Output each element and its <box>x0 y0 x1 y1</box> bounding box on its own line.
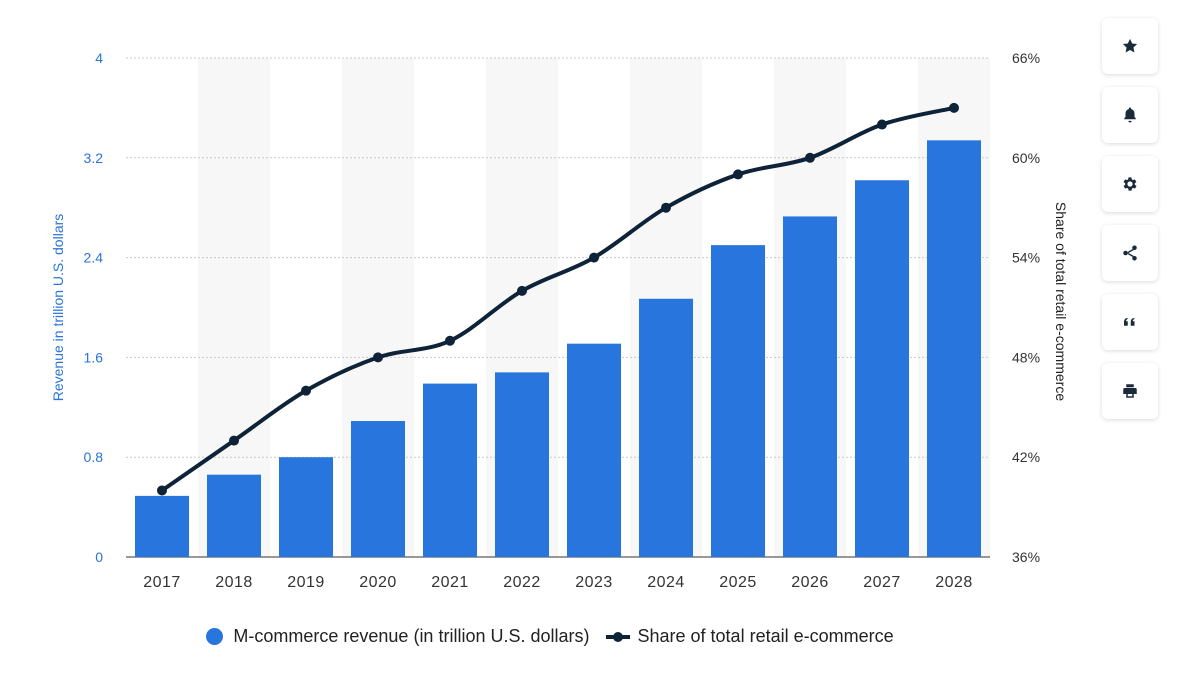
point-share-2020 <box>373 352 383 363</box>
bar-revenue-2023 <box>567 343 621 557</box>
y-tick-label: 0.8 <box>84 449 104 465</box>
chart-container: 0 36% 0.8 42% 1.6 48% 2.4 54% 3.2 60% 4 66% 2017 2018… <box>50 50 1069 591</box>
bar-revenue-2017 <box>135 495 189 557</box>
bar-revenue-2027 <box>855 180 909 557</box>
legend-line-share-icon <box>605 628 630 645</box>
y-tick-label: 0 <box>95 549 103 565</box>
bar-revenue-2024 <box>639 298 693 557</box>
bar-revenue-2028 <box>927 140 981 557</box>
point-share-2026 <box>805 152 815 163</box>
point-share-2017 <box>157 485 167 496</box>
y2-tick-label: 42% <box>1012 449 1040 465</box>
x-tick-label: 2018 <box>215 574 253 591</box>
chart-legend: M-commerce revenue (in trillion U.S. dol… <box>0 626 1100 647</box>
y2-tick-label: 36% <box>1012 549 1040 565</box>
bar-revenue-2021 <box>423 383 477 557</box>
print-button[interactable] <box>1102 363 1158 419</box>
settings-button[interactable] <box>1102 156 1158 212</box>
point-share-2027 <box>877 119 887 130</box>
y2-tick-label: 60% <box>1012 150 1040 166</box>
point-share-2019 <box>301 385 311 396</box>
y-tick-label: 1.6 <box>84 349 104 365</box>
x-tick-label: 2022 <box>503 574 541 591</box>
bell-icon <box>1124 107 1136 123</box>
legend-dot-revenue <box>206 628 224 645</box>
x-tick-label: 2017 <box>143 574 181 591</box>
share-button[interactable] <box>1102 225 1158 281</box>
point-share-2021 <box>445 335 455 346</box>
x-tick-label: 2028 <box>935 574 973 591</box>
quote-icon <box>1124 317 1135 326</box>
notification-button[interactable] <box>1102 87 1158 143</box>
bar-revenue-2019 <box>279 457 333 557</box>
x-tick-label: 2020 <box>359 574 397 591</box>
combo-chart: 0 36% 0.8 42% 1.6 48% 2.4 54% 3.2 60% 4 66% 2017 2018… <box>50 50 1069 591</box>
x-tick-label: 2025 <box>719 574 757 591</box>
y2-tick-label: 66% <box>1012 50 1040 66</box>
x-tick-label: 2027 <box>863 574 901 591</box>
legend-item-share[interactable]: Share of total retail e-commerce <box>605 626 894 647</box>
favorite-button[interactable] <box>1102 18 1158 74</box>
chart-toolbar <box>1102 18 1160 432</box>
y-tick-label: 3.2 <box>84 150 104 166</box>
bar-revenue-2022 <box>495 372 549 557</box>
cite-button[interactable] <box>1102 294 1158 350</box>
y-tick-label: 2.4 <box>84 250 104 266</box>
legend-item-revenue[interactable]: M-commerce revenue (in trillion U.S. dol… <box>206 626 590 647</box>
print-icon <box>1123 384 1137 398</box>
x-tick-label: 2023 <box>575 574 613 591</box>
bar-revenue-2018 <box>207 474 261 557</box>
legend-label-revenue: M-commerce revenue (in trillion U.S. dol… <box>233 626 590 646</box>
x-tick-label: 2024 <box>647 574 685 591</box>
bar-revenue-2026 <box>783 216 837 557</box>
x-tick-label: 2019 <box>287 574 325 591</box>
legend-label-share: Share of total retail e-commerce <box>637 626 894 646</box>
bar-revenue-2020 <box>351 421 405 557</box>
y-axis-title: Revenue in trillion U.S. dollars <box>50 214 66 402</box>
point-share-2028 <box>949 102 959 113</box>
x-tick-label: 2021 <box>431 574 469 591</box>
share-icon <box>1123 245 1137 261</box>
y2-tick-label: 54% <box>1012 250 1040 266</box>
point-share-2023 <box>589 252 599 263</box>
point-share-2022 <box>517 285 527 296</box>
bar-revenue-2025 <box>711 245 765 557</box>
point-share-2025 <box>733 169 743 180</box>
y2-axis-title: Share of total retail e-commerce <box>1053 202 1069 401</box>
y-tick-label: 4 <box>95 50 103 66</box>
x-tick-label: 2026 <box>791 574 829 591</box>
gear-icon <box>1123 177 1137 191</box>
star-icon <box>1122 38 1138 53</box>
point-share-2018 <box>229 435 239 446</box>
y2-tick-label: 48% <box>1012 349 1040 365</box>
plot-band <box>198 58 270 557</box>
point-share-2024 <box>661 202 671 213</box>
